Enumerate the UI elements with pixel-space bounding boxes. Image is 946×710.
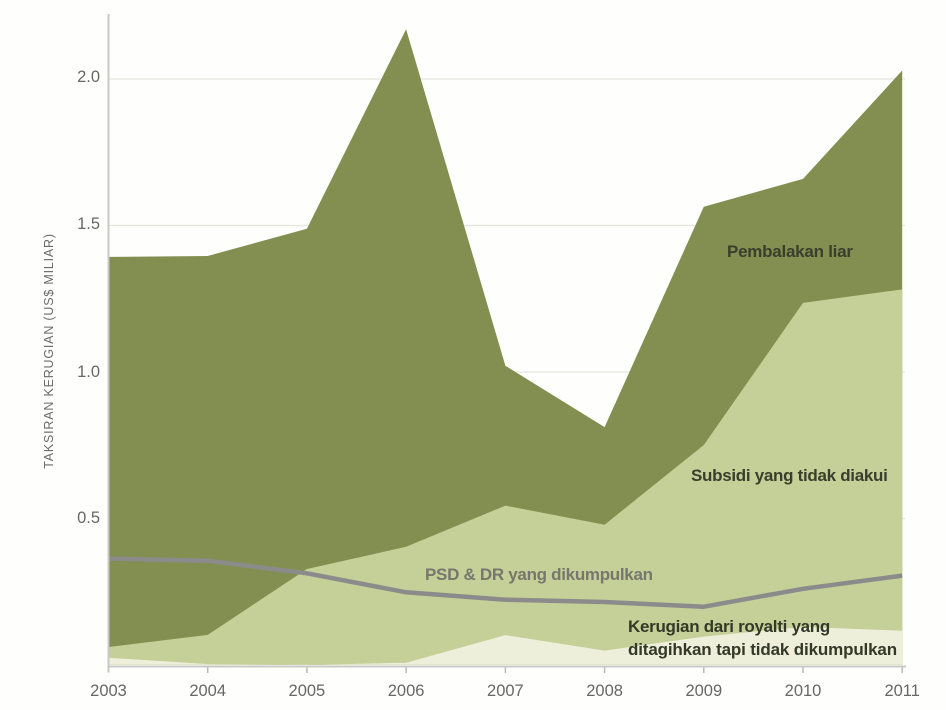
svg-text:1.5: 1.5: [77, 215, 100, 233]
svg-text:0.5: 0.5: [77, 509, 100, 527]
svg-text:2007: 2007: [487, 682, 524, 700]
svg-text:Kerugian dari royalti yang: Kerugian dari royalti yang: [628, 617, 830, 636]
svg-text:2011: 2011: [884, 682, 919, 700]
svg-text:2005: 2005: [289, 682, 326, 700]
svg-text:ditagihkan tapi tidak dikumpul: ditagihkan tapi tidak dikumpulkan: [628, 640, 897, 659]
svg-text:2006: 2006: [388, 682, 425, 700]
svg-text:TAKSIRAN KERUGIAN (US$ MILIAR): TAKSIRAN KERUGIAN (US$ MILIAR): [42, 233, 56, 469]
svg-text:2004: 2004: [189, 682, 226, 700]
svg-text:2010: 2010: [785, 682, 822, 700]
svg-text:2009: 2009: [685, 682, 722, 700]
svg-text:Subsidi yang tidak diakui: Subsidi yang tidak diakui: [691, 466, 888, 485]
svg-text:PSD & DR yang dikumpulkan: PSD & DR yang dikumpulkan: [425, 565, 653, 584]
svg-text:2008: 2008: [586, 682, 623, 700]
svg-text:1.0: 1.0: [77, 363, 100, 381]
svg-text:2003: 2003: [90, 682, 127, 700]
svg-text:Pembalakan liar: Pembalakan liar: [727, 242, 853, 261]
svg-text:2.0: 2.0: [77, 68, 100, 86]
